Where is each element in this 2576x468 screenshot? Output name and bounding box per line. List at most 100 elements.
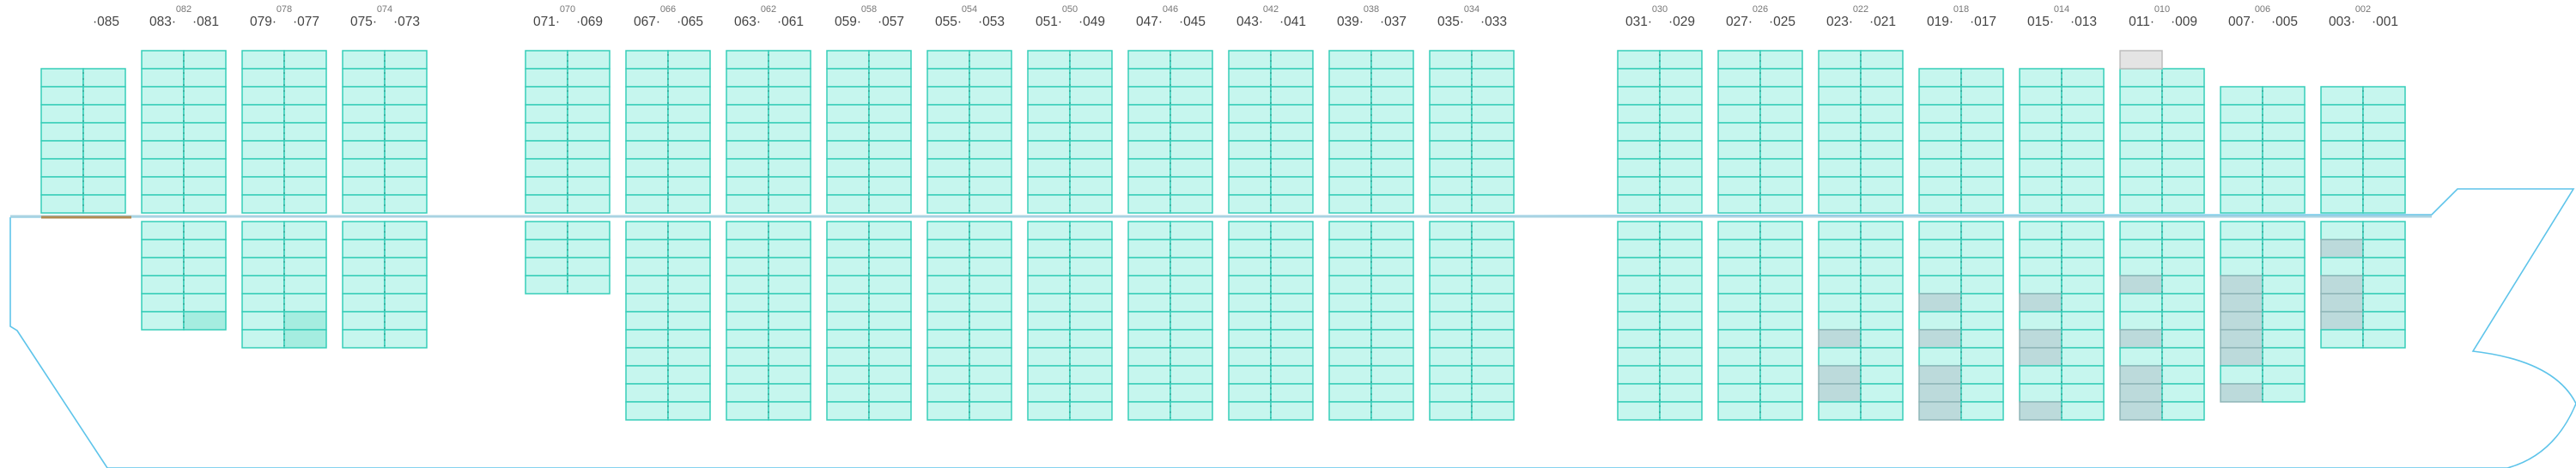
hold-slot[interactable] bbox=[2019, 383, 2063, 403]
hold-slot[interactable] bbox=[2061, 257, 2105, 277]
hold-slot[interactable] bbox=[667, 347, 711, 367]
deck-slot[interactable] bbox=[2161, 68, 2205, 88]
hold-slot[interactable] bbox=[2362, 257, 2406, 277]
deck-slot[interactable] bbox=[768, 176, 811, 196]
hold-slot[interactable] bbox=[1860, 383, 1904, 403]
deck-slot[interactable] bbox=[1228, 50, 1272, 70]
deck-slot[interactable] bbox=[141, 68, 185, 88]
hold-slot[interactable] bbox=[1818, 293, 1862, 313]
hold-slot-occupied[interactable] bbox=[2119, 365, 2163, 385]
deck-slot[interactable] bbox=[969, 50, 1012, 70]
deck-slot[interactable] bbox=[1429, 86, 1473, 106]
hold-slot[interactable] bbox=[384, 221, 428, 240]
deck-slot[interactable] bbox=[1127, 176, 1171, 196]
deck-slot[interactable] bbox=[1818, 50, 1862, 70]
hold-slot[interactable] bbox=[2262, 347, 2306, 367]
hold-slot[interactable] bbox=[1818, 401, 1862, 421]
hold-slot-occupied[interactable] bbox=[1818, 365, 1862, 385]
hold-slot[interactable] bbox=[625, 365, 669, 385]
deck-slot[interactable] bbox=[2262, 176, 2306, 196]
hold-slot[interactable] bbox=[1027, 329, 1071, 349]
hold-slot[interactable] bbox=[1127, 239, 1171, 258]
hold-slot[interactable] bbox=[1370, 257, 1414, 277]
hold-slot[interactable] bbox=[1127, 275, 1171, 295]
deck-slot[interactable] bbox=[1270, 158, 1314, 178]
hold-slot[interactable] bbox=[1960, 365, 2004, 385]
hold-slot[interactable] bbox=[969, 383, 1012, 403]
hold-slot[interactable] bbox=[1069, 401, 1113, 421]
deck-slot[interactable] bbox=[2119, 122, 2163, 142]
hold-slot[interactable] bbox=[969, 221, 1012, 240]
hold-slot[interactable] bbox=[2362, 293, 2406, 313]
deck-slot[interactable] bbox=[625, 104, 669, 124]
deck-slot[interactable] bbox=[927, 68, 970, 88]
hold-slot[interactable] bbox=[1270, 347, 1314, 367]
hold-slot[interactable] bbox=[1960, 383, 2004, 403]
deck-slot[interactable] bbox=[283, 176, 327, 196]
hold-slot[interactable] bbox=[1860, 239, 1904, 258]
hold-slot[interactable] bbox=[1717, 275, 1761, 295]
hold-slot[interactable] bbox=[1860, 221, 1904, 240]
deck-slot[interactable] bbox=[183, 158, 227, 178]
hold-slot[interactable] bbox=[141, 221, 185, 240]
hold-slot[interactable] bbox=[2119, 239, 2163, 258]
hold-slot[interactable] bbox=[2161, 347, 2205, 367]
hold-slot[interactable] bbox=[2161, 239, 2205, 258]
hold-slot[interactable] bbox=[1027, 365, 1071, 385]
deck-slot[interactable] bbox=[1228, 68, 1272, 88]
deck-slot[interactable] bbox=[241, 68, 285, 88]
deck-slot[interactable] bbox=[2119, 176, 2163, 196]
hold-slot[interactable] bbox=[868, 293, 912, 313]
deck-slot[interactable] bbox=[384, 158, 428, 178]
deck-slot[interactable] bbox=[1860, 176, 1904, 196]
hold-slot[interactable] bbox=[726, 365, 769, 385]
deck-slot[interactable] bbox=[1659, 194, 1703, 214]
hold-slot[interactable] bbox=[1659, 329, 1703, 349]
hold-slot[interactable] bbox=[868, 401, 912, 421]
deck-slot[interactable] bbox=[1759, 104, 1803, 124]
hold-slot[interactable] bbox=[726, 221, 769, 240]
hold-slot[interactable] bbox=[2061, 293, 2105, 313]
hold-slot[interactable] bbox=[1960, 401, 2004, 421]
hold-slot[interactable] bbox=[1127, 257, 1171, 277]
deck-slot[interactable] bbox=[969, 158, 1012, 178]
hold-slot[interactable] bbox=[1960, 239, 2004, 258]
deck-slot[interactable] bbox=[768, 68, 811, 88]
hold-slot[interactable] bbox=[2161, 275, 2205, 295]
hold-slot[interactable] bbox=[2061, 401, 2105, 421]
hold-slot[interactable] bbox=[768, 221, 811, 240]
deck-slot[interactable] bbox=[1717, 176, 1761, 196]
deck-slot[interactable] bbox=[342, 176, 386, 196]
deck-slot[interactable] bbox=[183, 86, 227, 106]
hold-slot[interactable] bbox=[1170, 275, 1213, 295]
hold-slot[interactable] bbox=[1918, 239, 1962, 258]
hold-slot[interactable] bbox=[1127, 221, 1171, 240]
deck-slot[interactable] bbox=[384, 122, 428, 142]
hold-slot[interactable] bbox=[2262, 365, 2306, 385]
deck-slot[interactable] bbox=[40, 140, 84, 160]
hold-slot[interactable] bbox=[726, 329, 769, 349]
hold-slot[interactable] bbox=[868, 221, 912, 240]
deck-slot[interactable] bbox=[1659, 86, 1703, 106]
deck-slot[interactable] bbox=[82, 86, 126, 106]
hold-slot[interactable] bbox=[1960, 293, 2004, 313]
hold-slot[interactable] bbox=[141, 293, 185, 313]
hold-slot[interactable] bbox=[1228, 401, 1272, 421]
deck-slot[interactable] bbox=[183, 140, 227, 160]
hold-slot[interactable] bbox=[1759, 383, 1803, 403]
hold-slot-occupied[interactable] bbox=[1918, 401, 1962, 421]
deck-slot[interactable] bbox=[1069, 86, 1113, 106]
hold-slot[interactable] bbox=[2061, 329, 2105, 349]
deck-slot[interactable] bbox=[82, 68, 126, 88]
hold-slot[interactable] bbox=[1127, 311, 1171, 331]
deck-slot[interactable] bbox=[1228, 140, 1272, 160]
deck-slot[interactable] bbox=[667, 176, 711, 196]
hold-slot[interactable] bbox=[567, 257, 611, 277]
hold-slot[interactable] bbox=[868, 347, 912, 367]
deck-slot[interactable] bbox=[342, 194, 386, 214]
deck-slot[interactable] bbox=[1228, 122, 1272, 142]
deck-slot[interactable] bbox=[826, 50, 870, 70]
hold-slot[interactable] bbox=[1228, 239, 1272, 258]
hold-slot[interactable] bbox=[1027, 401, 1071, 421]
deck-slot[interactable] bbox=[1717, 158, 1761, 178]
